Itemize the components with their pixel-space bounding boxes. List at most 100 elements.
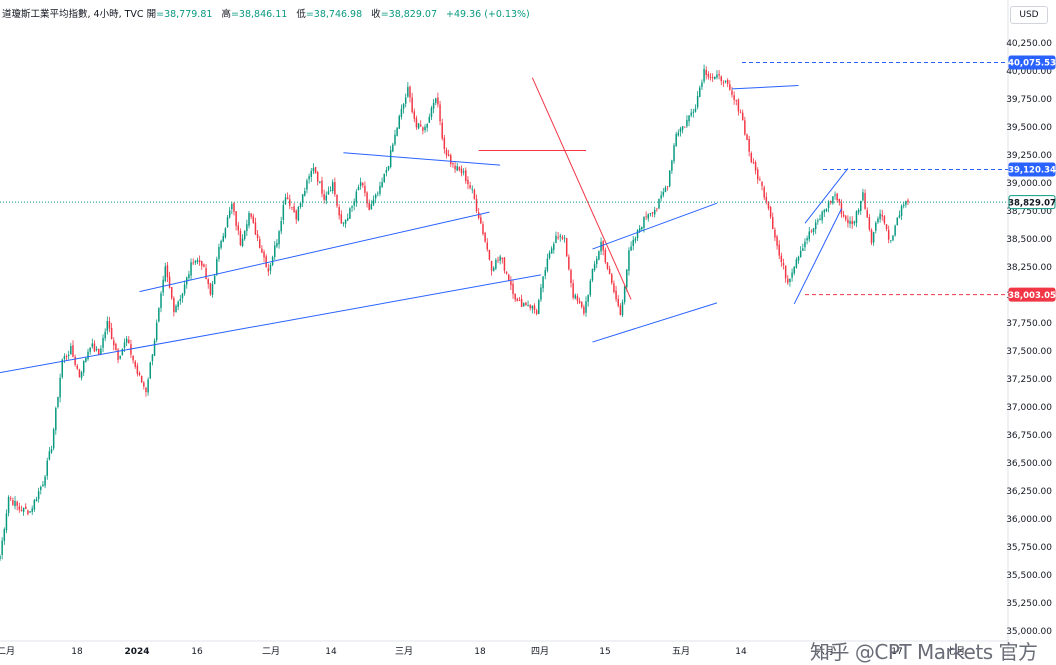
candle-body <box>486 242 489 250</box>
candle-body <box>460 168 463 174</box>
candle-body <box>741 112 744 121</box>
candle-body <box>546 258 549 271</box>
candle-body <box>359 182 362 186</box>
candle-body <box>314 167 317 174</box>
candle-body <box>492 267 495 271</box>
candle-body <box>548 252 551 259</box>
candle-body <box>211 284 214 295</box>
symbol-name[interactable]: 道瓊斯工業平均指數, 4小時, TVC <box>2 9 144 20</box>
candle-body <box>316 172 319 182</box>
candle-body <box>310 170 313 177</box>
candle-body <box>598 251 600 260</box>
candle-body <box>641 227 643 230</box>
candle-body <box>48 451 51 460</box>
candle-body <box>458 166 461 171</box>
candle-body <box>387 166 390 170</box>
candle-body <box>718 74 720 76</box>
candle-body <box>158 308 160 322</box>
candle-body <box>621 302 624 316</box>
candle-body <box>155 322 158 341</box>
price-tag-label: 40,075.53 <box>1008 59 1056 69</box>
candle-body <box>555 235 557 243</box>
candle-body <box>553 243 555 250</box>
candle-body <box>473 189 476 200</box>
candle-body <box>688 115 690 122</box>
candle-body <box>731 90 733 95</box>
y-tick-label: 36,250.00 <box>1006 487 1052 497</box>
candle-body <box>892 235 894 241</box>
candle-body <box>490 260 493 271</box>
candle-body <box>52 429 55 449</box>
candle-body <box>890 240 892 241</box>
currency-button[interactable]: USD <box>1010 6 1048 24</box>
candle-body <box>462 171 465 173</box>
candle-body <box>673 145 675 162</box>
candle-body <box>681 126 684 130</box>
candle-body <box>819 218 821 220</box>
candle-body <box>808 231 811 240</box>
blue-trendline <box>139 211 490 293</box>
candle-body <box>705 70 707 75</box>
candle-body <box>759 179 761 181</box>
y-tick-label: 38,250.00 <box>1006 263 1052 273</box>
candle-body <box>209 283 212 295</box>
high-label: 高 <box>221 9 231 20</box>
candle-body <box>452 163 454 165</box>
y-axis: 40,250.00 40,000.00 39,750.00 39,500.00 39,2… <box>1006 39 1052 637</box>
candle-body <box>488 249 491 260</box>
candle-body <box>196 260 199 263</box>
candle-body <box>344 219 347 224</box>
candle-body <box>394 134 396 145</box>
candle-body <box>626 269 628 288</box>
candle-body <box>784 265 787 279</box>
candle-body <box>806 238 808 241</box>
candle-body <box>228 210 231 218</box>
candle-body <box>407 87 409 97</box>
candle-body <box>168 276 171 288</box>
candle-body <box>0 556 1 560</box>
candle-body <box>153 340 156 356</box>
candle-body <box>776 236 778 246</box>
open-label: 開 <box>146 9 157 20</box>
low-label: 低 <box>296 9 306 20</box>
x-tick-label: 14 <box>735 647 747 657</box>
candle-body <box>435 98 437 103</box>
candle-body <box>507 274 510 281</box>
candle-body <box>649 213 652 214</box>
candle-body <box>510 280 512 286</box>
candle-body <box>851 220 853 225</box>
candle-body <box>25 506 27 510</box>
candle-body <box>666 186 669 188</box>
candle-body <box>31 508 33 512</box>
candle-body <box>241 238 244 247</box>
candle-body <box>97 348 100 355</box>
candle-body <box>634 238 637 241</box>
candle-body <box>793 266 795 274</box>
candle-body <box>864 193 866 209</box>
y-tick-label: 35,250.00 <box>1006 599 1052 609</box>
x-tick-label: 二月 <box>0 646 15 657</box>
candle-body <box>321 180 323 194</box>
x-tick-label: 三月 <box>395 646 413 657</box>
candle-body <box>128 339 130 343</box>
y-tick-label: 37,500.00 <box>1006 347 1052 357</box>
candle-body <box>432 102 435 109</box>
candle-body <box>304 190 306 196</box>
candle-body <box>847 219 849 224</box>
candle-body <box>671 160 673 171</box>
candle-body <box>647 214 650 219</box>
candle-body <box>677 132 680 136</box>
candle-body <box>630 246 632 251</box>
candle-body <box>400 108 403 117</box>
y-tick-label: 36,500.00 <box>1006 459 1052 469</box>
candle-body <box>643 216 645 228</box>
candle-body <box>389 150 392 168</box>
candle-body <box>857 209 860 213</box>
candle-body <box>900 205 903 216</box>
x-tick-label: 五月 <box>672 646 690 657</box>
candle-body <box>480 217 482 224</box>
candle-body <box>218 247 220 259</box>
candle-body <box>623 286 626 303</box>
